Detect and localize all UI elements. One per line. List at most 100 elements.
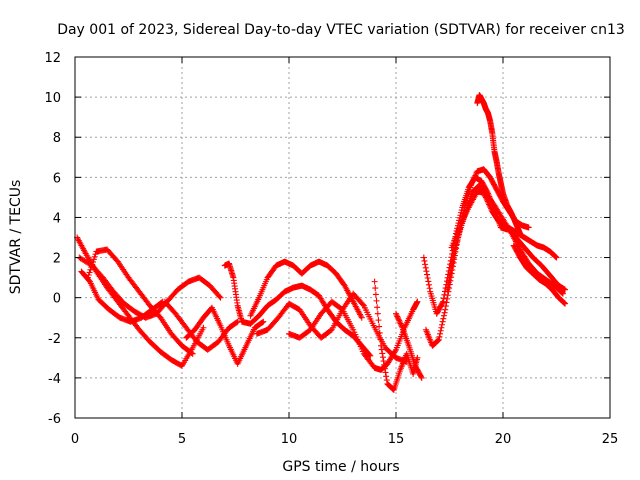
data-point — [444, 295, 451, 302]
y-tick-label: 10 — [44, 91, 61, 106]
data-point — [381, 365, 388, 372]
data-point — [424, 271, 431, 278]
data-point — [438, 324, 445, 331]
data-point — [377, 336, 384, 343]
data-point — [379, 350, 386, 357]
data-point — [562, 286, 569, 293]
data-point — [471, 173, 478, 180]
x-tick-label: 15 — [388, 432, 405, 447]
data-point — [379, 354, 386, 361]
y-tick-label: 0 — [53, 292, 61, 307]
data-point — [90, 256, 97, 263]
data-point — [435, 336, 442, 343]
data-point — [392, 348, 399, 355]
data-point — [393, 312, 400, 319]
y-axis-label: SDTVAR / TECUs — [8, 180, 24, 295]
plot-frame — [74, 56, 611, 419]
data-point — [414, 298, 421, 305]
y-tick-labels: -6 -4 -2 0 2 4 6 8 10 12 — [44, 51, 61, 427]
data-point — [88, 264, 95, 271]
data-point — [382, 369, 389, 376]
data-point — [372, 285, 379, 292]
data-point — [442, 306, 449, 313]
data-point — [552, 253, 559, 260]
data-point — [437, 327, 444, 334]
data-point — [436, 333, 443, 340]
data-point — [469, 179, 476, 186]
data-point — [517, 230, 524, 237]
data-point — [378, 346, 385, 353]
series-track-s — [504, 224, 569, 293]
data-point — [488, 205, 495, 212]
series-track-r — [510, 242, 569, 307]
y-tick-label: -4 — [48, 372, 61, 387]
data-point — [434, 337, 441, 344]
data-point — [439, 321, 446, 328]
data-point — [468, 180, 475, 187]
data-point — [525, 224, 532, 231]
data-point — [188, 350, 195, 357]
y-tick-label: 4 — [53, 211, 61, 226]
data-point — [440, 298, 447, 305]
y-tick-label: 12 — [44, 51, 61, 66]
data-point — [393, 310, 399, 317]
data-point — [396, 317, 403, 324]
data-point — [373, 297, 380, 304]
data-point — [421, 257, 428, 264]
data-point — [441, 309, 448, 316]
x-axis-label: GPS time / hours — [282, 459, 399, 475]
series-track-j — [286, 298, 421, 373]
data-point — [394, 314, 401, 321]
data-point — [425, 278, 432, 285]
data-point — [443, 299, 450, 306]
y-tick-label: -2 — [48, 332, 61, 347]
data-point — [376, 329, 383, 336]
data-point — [89, 261, 96, 268]
data-point — [381, 361, 388, 368]
series-track-g — [221, 260, 374, 359]
data-point — [440, 295, 447, 302]
data-point — [467, 182, 474, 189]
data-point — [259, 319, 266, 326]
y-tick-label: 8 — [53, 131, 61, 146]
data-point — [398, 323, 405, 330]
data-point — [371, 278, 378, 285]
data-point — [233, 319, 240, 326]
data-point — [394, 313, 401, 320]
data-point — [552, 253, 559, 260]
data-point — [376, 323, 383, 330]
data-point — [437, 330, 444, 337]
data-point — [561, 300, 568, 307]
data-points — [74, 92, 569, 393]
grid — [75, 57, 610, 418]
data-point — [471, 175, 478, 182]
data-point — [439, 318, 446, 325]
data-point — [374, 310, 381, 317]
data-point — [216, 293, 223, 300]
data-point — [562, 300, 569, 307]
y-tick-label: 6 — [53, 171, 61, 186]
x-tick-label: 20 — [495, 432, 512, 447]
data-point — [444, 292, 451, 299]
data-point — [420, 254, 427, 261]
data-point — [559, 290, 566, 297]
data-point — [423, 268, 430, 275]
data-point — [383, 377, 390, 384]
series-track-a — [74, 234, 207, 369]
series-track-e — [161, 298, 241, 353]
data-point — [473, 171, 480, 178]
y-tick-label: 2 — [53, 252, 61, 267]
series-track-f — [183, 304, 267, 367]
data-point — [440, 315, 447, 322]
axis-ticks — [74, 56, 611, 419]
data-point — [469, 178, 476, 185]
data-point — [424, 275, 431, 282]
data-point — [260, 318, 267, 325]
data-point — [418, 373, 425, 380]
data-point — [383, 373, 390, 380]
data-point — [380, 358, 387, 365]
data-point — [553, 254, 560, 261]
data-point — [426, 285, 433, 292]
x-tick-labels: 0 5 10 15 20 25 — [71, 432, 618, 447]
data-point — [390, 386, 397, 393]
